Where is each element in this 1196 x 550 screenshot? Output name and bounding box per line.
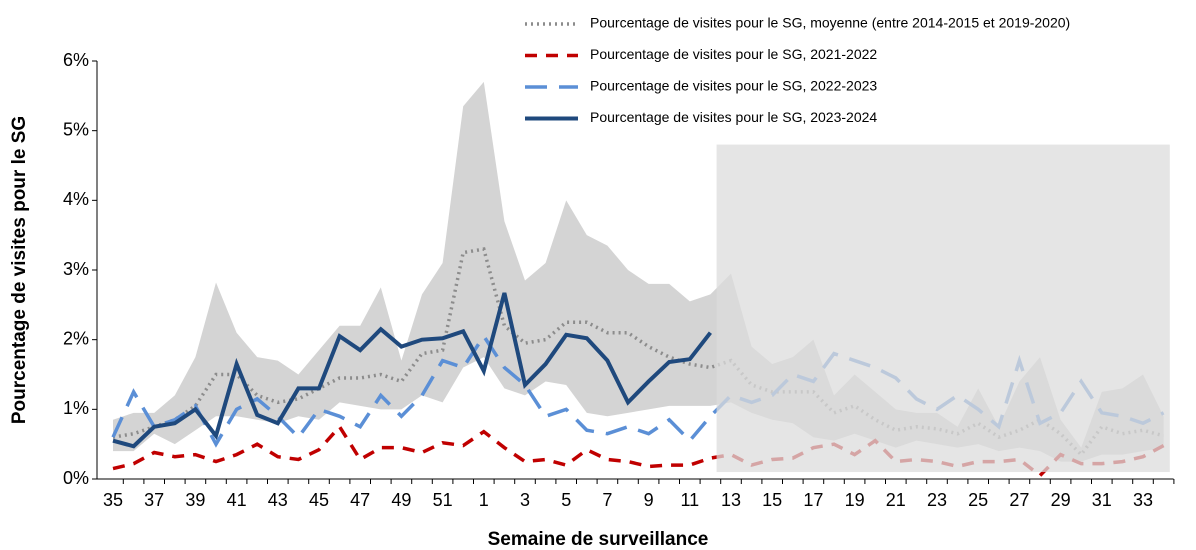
x-tick-label: 51: [433, 490, 453, 510]
series-line: [112, 292, 712, 449]
x-tick-label: 43: [268, 490, 288, 510]
x-tick-label: 3: [520, 490, 530, 510]
x-tick-label: 29: [1051, 490, 1071, 510]
x-tick-label: 37: [144, 490, 164, 510]
x-tick-label: 49: [391, 490, 411, 510]
x-tick-label: 27: [1009, 490, 1029, 510]
x-tick-label: 39: [185, 490, 205, 510]
legend-label: Pourcentage de visites pour le SG, 2021-…: [590, 46, 877, 62]
legend-label: Pourcentage de visites pour le SG, moyen…: [590, 15, 1070, 31]
x-tick-label: 21: [886, 490, 906, 510]
x-tick-label: 19: [845, 490, 865, 510]
x-tick-label: 35: [103, 490, 123, 510]
x-tick-label: 9: [644, 490, 654, 510]
x-tick-label: 33: [1133, 490, 1153, 510]
x-tick-label: 45: [309, 490, 329, 510]
y-tick-label: 5%: [63, 119, 89, 139]
x-axis-title: Semaine de surveillance: [488, 529, 709, 550]
x-tick-label: 11: [680, 490, 699, 510]
y-tick-label: 3%: [63, 259, 89, 279]
x-tick-label: 47: [350, 490, 370, 510]
x-tick-label: 41: [227, 490, 247, 510]
legend-label: Pourcentage de visites pour le SG, 2022-…: [590, 78, 877, 94]
x-tick-label: 7: [602, 490, 612, 510]
y-tick-label: 6%: [63, 50, 89, 70]
y-tick-label: 0%: [63, 468, 89, 488]
x-tick-label: 1: [479, 490, 489, 510]
series-line: [111, 332, 1165, 448]
y-tick-label: 1%: [63, 398, 89, 418]
range-band: [113, 81, 1164, 462]
x-tick-label: 25: [968, 490, 988, 510]
x-tick-label: 5: [561, 490, 571, 510]
y-tick-label: 4%: [63, 189, 89, 209]
x-tick-label: 13: [721, 490, 741, 510]
x-tick-label: 31: [1092, 490, 1112, 510]
x-tick-label: 17: [803, 490, 823, 510]
legend-label: Pourcentage de visites pour le SG, 2023-…: [590, 109, 877, 125]
x-tick-label: 15: [762, 490, 782, 510]
shaded-region: [716, 144, 1170, 473]
y-tick-label: 2%: [63, 328, 89, 348]
x-tick-label: 23: [927, 490, 947, 510]
y-axis-title: Pourcentage de visites pour le SG: [9, 116, 30, 424]
